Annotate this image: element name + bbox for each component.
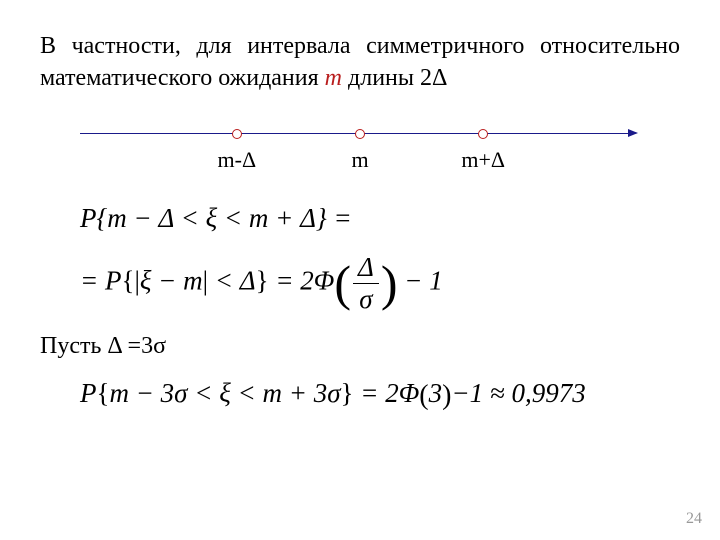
f2-lt: < Δ	[208, 265, 256, 295]
formula-line-3: P{m − 3σ < ξ < m + 3σ} = 2Φ(3)−1 ≈ 0,997…	[80, 378, 640, 412]
f2-eq: = 2Φ	[269, 265, 335, 295]
f2-paren-close: )	[381, 266, 398, 301]
f3-paren-open: (	[419, 380, 428, 412]
page-number: 24	[686, 510, 702, 528]
intro-text-2: длины 2Δ	[348, 65, 447, 91]
f3-arg: 3	[429, 378, 443, 408]
f2-brace-close: }	[256, 265, 269, 295]
f2-paren-open: (	[334, 266, 351, 301]
f3-prefix: P	[80, 378, 97, 408]
f3-brace-close: }	[341, 378, 354, 408]
intro-m: m	[325, 65, 342, 91]
f3-body: m − 3σ < ξ < m + 3σ	[109, 378, 340, 408]
f2-prefix: = P	[80, 265, 121, 295]
intro-paragraph: В частности, для интервала симметричного…	[40, 30, 680, 95]
axis-label-mid: m	[351, 147, 368, 173]
f2-tail: − 1	[398, 265, 443, 295]
axis-point-left	[232, 129, 242, 139]
f3-eq: = 2Φ	[354, 378, 420, 408]
number-line: m-Δ m m+Δ	[80, 125, 640, 185]
formula-line-1: P{m − Δ < ξ < m + Δ} =	[80, 203, 640, 234]
f2-frac-den: σ	[353, 284, 379, 315]
f2-body: ξ − m	[140, 265, 203, 295]
f2-fraction: Δσ	[353, 252, 379, 315]
axis-label-right: m+Δ	[461, 147, 505, 173]
f2-brace-open: {	[121, 265, 134, 295]
delta-assignment: Пусть Δ =3σ	[40, 333, 680, 360]
axis-point-mid	[355, 129, 365, 139]
f3-tail: −1 ≈ 0,9973	[451, 378, 585, 408]
formula-line-2: = P{|ξ − m| < Δ} = 2Φ(Δσ) − 1	[80, 252, 640, 315]
f3-brace-open: {	[97, 378, 110, 408]
axis-arrow-icon	[628, 129, 638, 137]
axis-label-left: m-Δ	[218, 147, 257, 173]
axis-point-right	[478, 129, 488, 139]
f2-frac-num: Δ	[353, 252, 379, 284]
formula1-lhs: P{m − Δ < ξ < m + Δ} =	[80, 203, 352, 233]
